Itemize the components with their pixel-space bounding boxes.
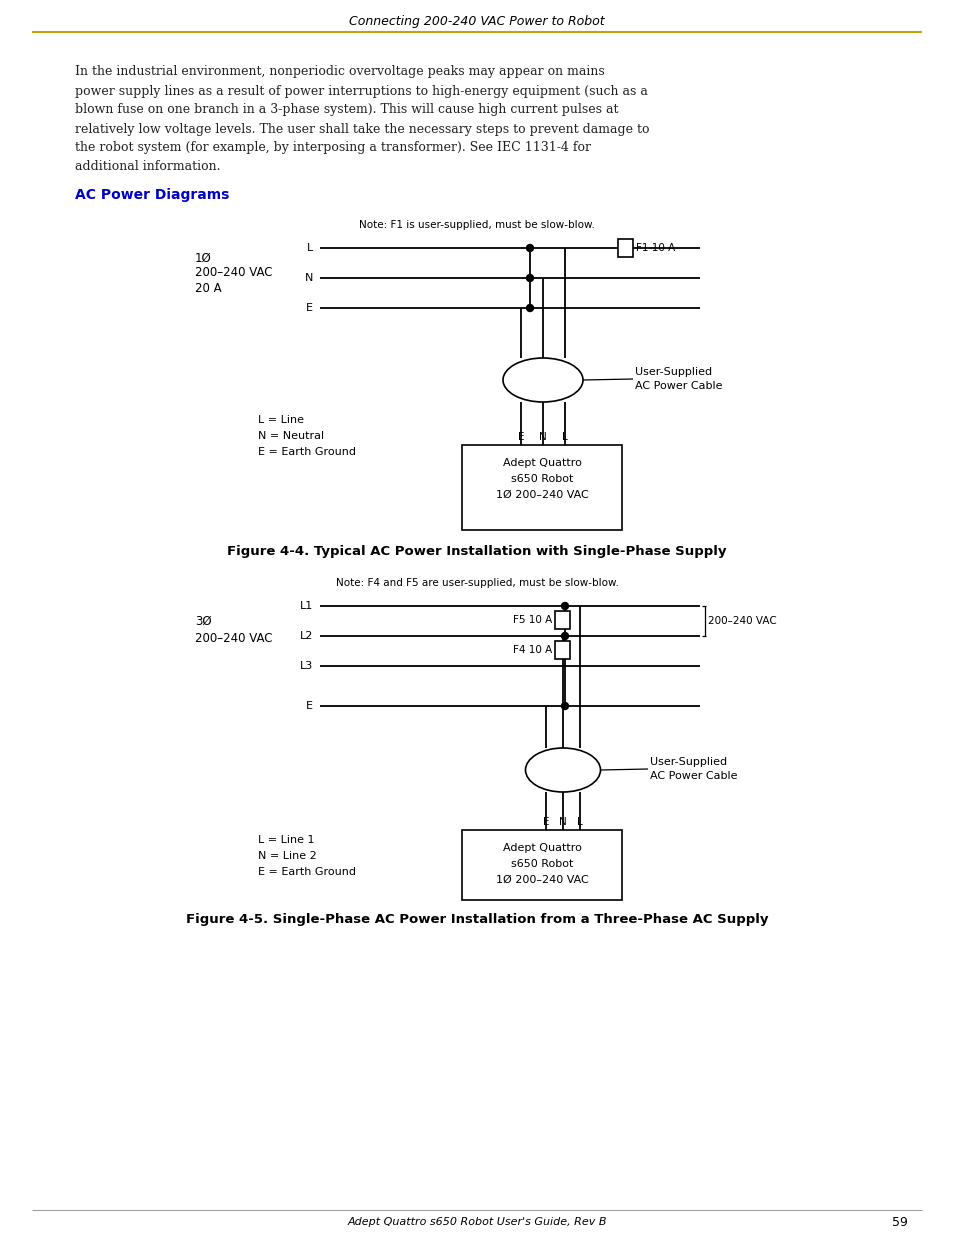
- Text: the robot system (for example, by interposing a transformer). See IEC 1131-4 for: the robot system (for example, by interp…: [75, 142, 590, 154]
- Text: s650 Robot: s650 Robot: [510, 474, 573, 484]
- Bar: [461, 830, 621, 900]
- Text: blown fuse on one branch in a 3-phase system). This will cause high current puls: blown fuse on one branch in a 3-phase sy…: [75, 104, 618, 116]
- Ellipse shape: [502, 358, 582, 403]
- Text: power supply lines as a result of power interruptions to high-energy equipment (: power supply lines as a result of power …: [75, 84, 647, 98]
- Ellipse shape: [525, 748, 599, 792]
- Text: Note: F1 is user-supplied, must be slow-blow.: Note: F1 is user-supplied, must be slow-…: [358, 220, 595, 230]
- Text: 1Ø 200–240 VAC: 1Ø 200–240 VAC: [496, 876, 588, 885]
- Text: E: E: [517, 432, 524, 442]
- Text: 59: 59: [891, 1215, 907, 1229]
- Bar: [555, 641, 569, 659]
- Text: 3Ø: 3Ø: [194, 615, 212, 627]
- Text: L = Line: L = Line: [257, 415, 304, 425]
- Text: L: L: [307, 243, 313, 253]
- Text: L: L: [577, 818, 582, 827]
- Text: F4 10 A: F4 10 A: [512, 645, 552, 655]
- Circle shape: [561, 703, 568, 709]
- Text: AC Power Cable: AC Power Cable: [635, 382, 721, 391]
- Text: N = Neutral: N = Neutral: [257, 431, 324, 441]
- Text: L2: L2: [299, 631, 313, 641]
- Text: E = Earth Ground: E = Earth Ground: [257, 867, 355, 877]
- Text: User-Supplied: User-Supplied: [649, 757, 726, 767]
- Text: 200–240 VAC: 200–240 VAC: [707, 616, 776, 626]
- Text: 1Ø: 1Ø: [194, 252, 212, 264]
- Text: L3: L3: [299, 661, 313, 671]
- Text: Figure 4-5. Single-Phase AC Power Installation from a Three-Phase AC Supply: Figure 4-5. Single-Phase AC Power Instal…: [186, 914, 767, 926]
- Text: relatively low voltage levels. The user shall take the necessary steps to preven: relatively low voltage levels. The user …: [75, 122, 649, 136]
- Text: 20 A: 20 A: [194, 282, 221, 294]
- Text: E: E: [306, 303, 313, 312]
- Text: E: E: [306, 701, 313, 711]
- Text: L = Line 1: L = Line 1: [257, 835, 314, 845]
- Text: L1: L1: [299, 601, 313, 611]
- Text: N = Line 2: N = Line 2: [257, 851, 316, 861]
- Text: AC Power Diagrams: AC Power Diagrams: [75, 188, 229, 203]
- Circle shape: [526, 245, 533, 252]
- Text: 200–240 VAC: 200–240 VAC: [194, 631, 273, 645]
- Text: F5 10 A: F5 10 A: [512, 615, 552, 625]
- Text: Figure 4-4. Typical AC Power Installation with Single-Phase Supply: Figure 4-4. Typical AC Power Installatio…: [227, 545, 726, 557]
- Text: Adept Quattro: Adept Quattro: [502, 458, 580, 468]
- Circle shape: [526, 305, 533, 311]
- Text: E: E: [542, 818, 549, 827]
- Bar: [618, 240, 633, 257]
- Text: In the industrial environment, nonperiodic overvoltage peaks may appear on mains: In the industrial environment, nonperiod…: [75, 65, 604, 79]
- Text: N: N: [558, 818, 566, 827]
- Text: 200–240 VAC: 200–240 VAC: [194, 267, 273, 279]
- Text: 1Ø 200–240 VAC: 1Ø 200–240 VAC: [496, 490, 588, 500]
- Text: N: N: [538, 432, 546, 442]
- Text: additional information.: additional information.: [75, 161, 220, 173]
- Text: E = Earth Ground: E = Earth Ground: [257, 447, 355, 457]
- Text: Adept Quattro s650 Robot User's Guide, Rev B: Adept Quattro s650 Robot User's Guide, R…: [347, 1216, 606, 1228]
- Text: L: L: [561, 432, 567, 442]
- Circle shape: [561, 603, 568, 610]
- Text: N: N: [304, 273, 313, 283]
- Text: User-Supplied: User-Supplied: [635, 367, 711, 377]
- Text: Note: F4 and F5 are user-supplied, must be slow-blow.: Note: F4 and F5 are user-supplied, must …: [335, 578, 618, 588]
- Text: Adept Quattro: Adept Quattro: [502, 844, 580, 853]
- Text: Connecting 200-240 VAC Power to Robot: Connecting 200-240 VAC Power to Robot: [349, 16, 604, 28]
- Circle shape: [526, 274, 533, 282]
- Text: s650 Robot: s650 Robot: [510, 860, 573, 869]
- Text: AC Power Cable: AC Power Cable: [649, 771, 737, 781]
- Bar: [461, 445, 621, 530]
- Text: F1 10 A: F1 10 A: [636, 243, 675, 253]
- Circle shape: [561, 632, 568, 640]
- Bar: [555, 611, 569, 629]
